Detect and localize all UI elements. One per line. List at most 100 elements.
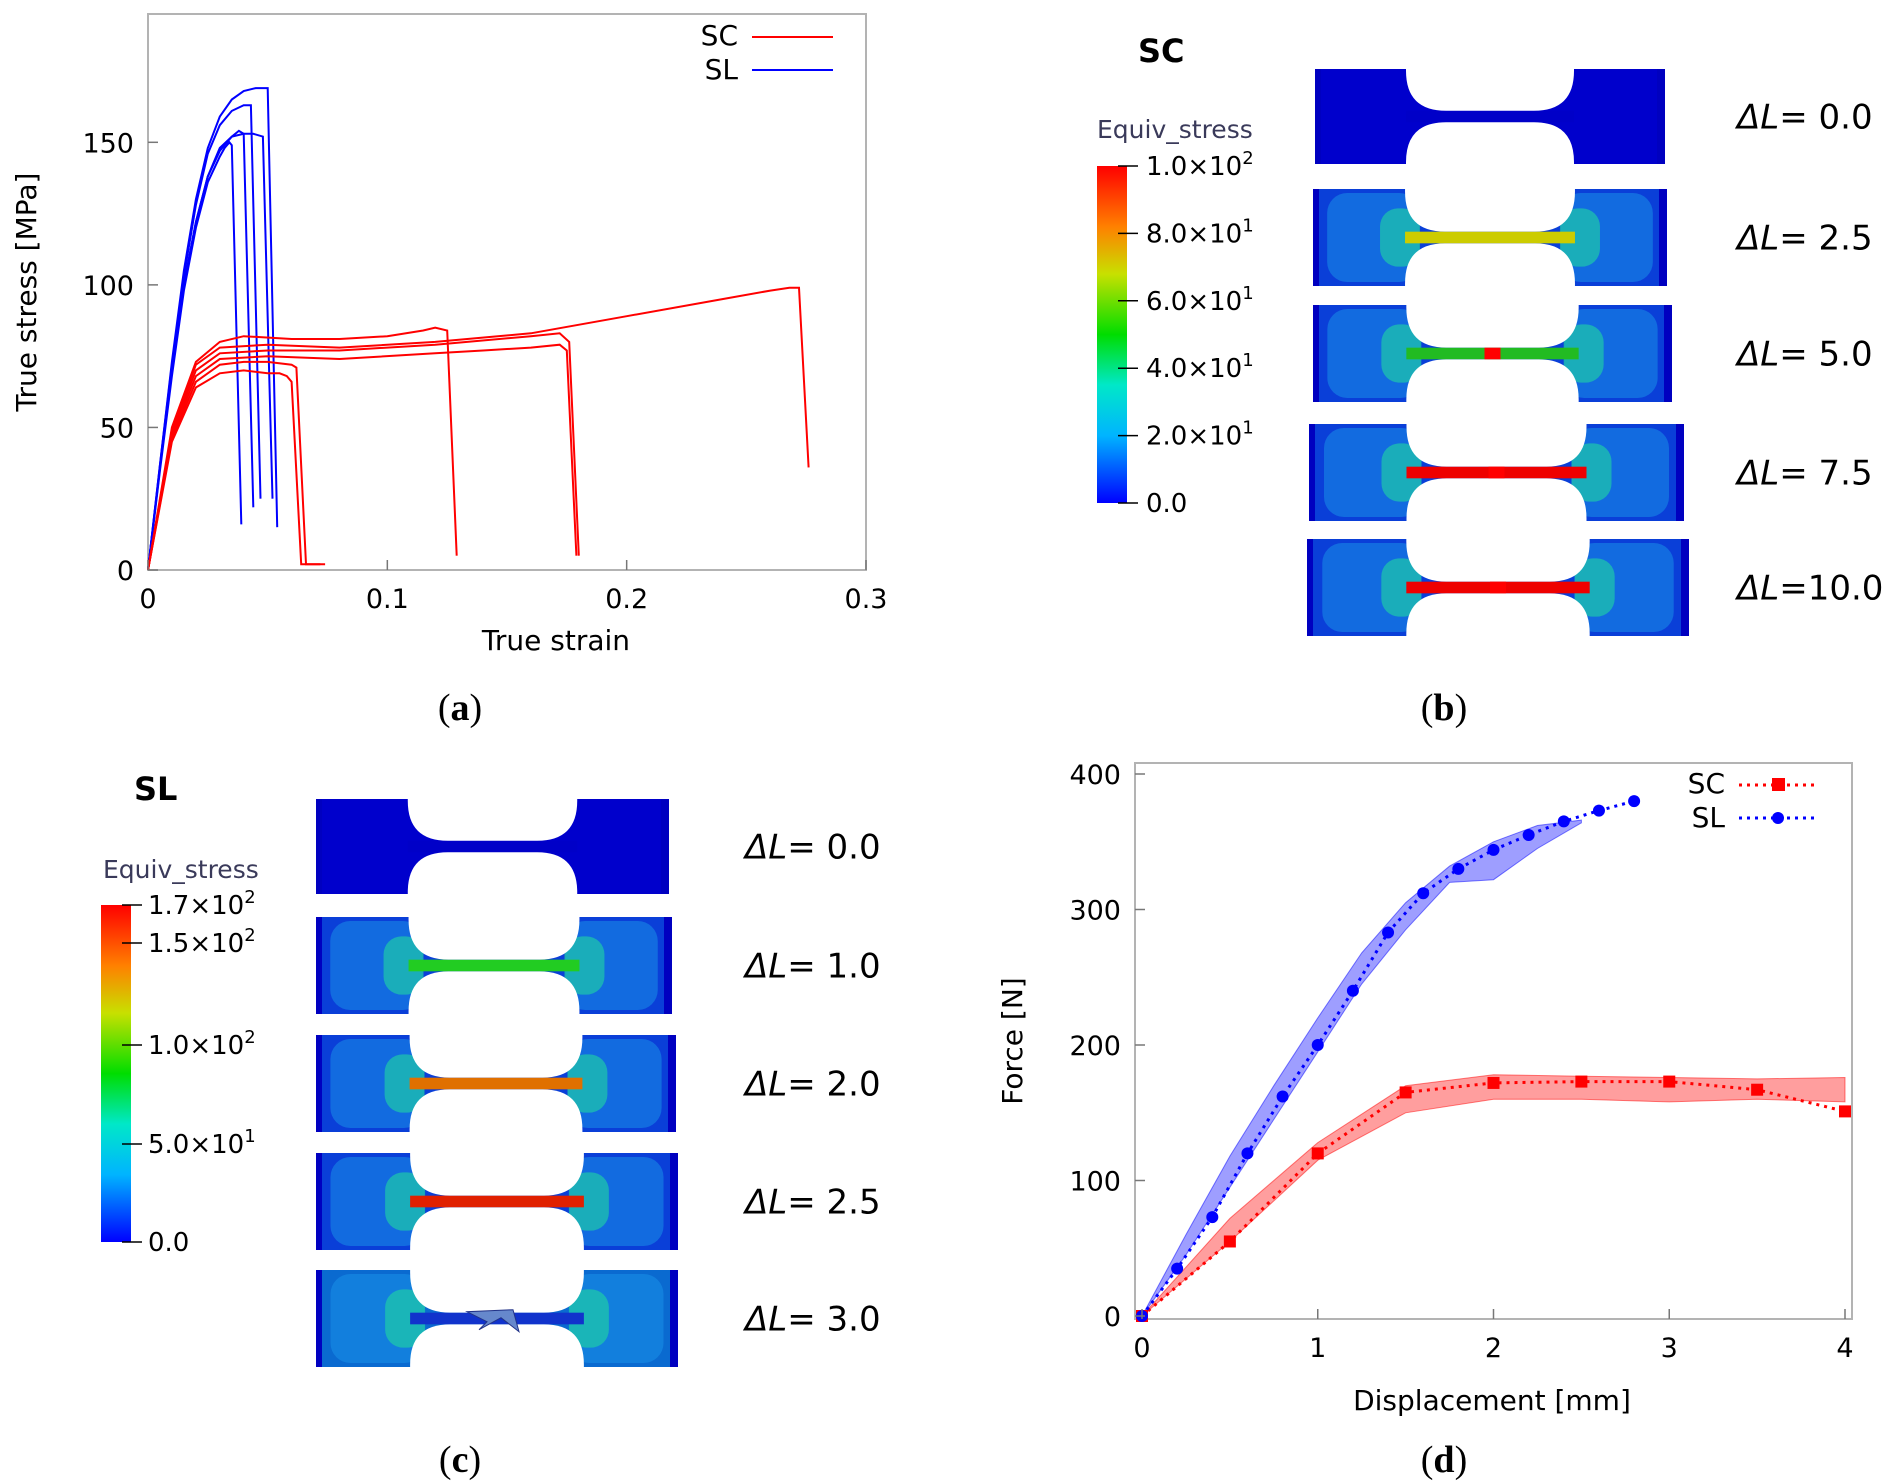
y-axis-label: Force [N] bbox=[996, 977, 1029, 1104]
grip-edge-left bbox=[1307, 539, 1313, 636]
tick-mantissa: 4.0×10 bbox=[1146, 354, 1242, 384]
delta-l-symbol: ΔL bbox=[1734, 335, 1779, 375]
transition-right bbox=[1559, 208, 1600, 267]
curve-sl bbox=[147, 104, 262, 571]
y-tick-label: 100 bbox=[1069, 1167, 1121, 1198]
necking-hotspot bbox=[1488, 466, 1505, 479]
top-notch bbox=[1406, 305, 1579, 348]
top-notch bbox=[409, 1035, 583, 1078]
colorbar-tick-label: 0.0 bbox=[1146, 489, 1187, 519]
grip-edge-right bbox=[670, 1270, 678, 1367]
x-tick-label: 0.1 bbox=[366, 584, 409, 615]
x-tick-label: 0 bbox=[139, 584, 156, 615]
neck-region bbox=[1405, 231, 1575, 244]
caption-c-letter: c bbox=[452, 1439, 469, 1481]
tick-mantissa: 6.0×10 bbox=[1146, 287, 1242, 317]
data-point-sl bbox=[1522, 828, 1535, 841]
data-point-sc bbox=[1223, 1235, 1236, 1248]
data-point-sl bbox=[1628, 795, 1641, 808]
legend: SC SL bbox=[701, 19, 833, 86]
colorbar-tick-label: 2.0×101 bbox=[1146, 418, 1254, 452]
data-point-sl bbox=[1592, 804, 1605, 817]
transition-right bbox=[567, 1054, 608, 1113]
data-point-sl bbox=[1557, 815, 1570, 828]
x-tick-label: 2 bbox=[1485, 1333, 1502, 1364]
delta-l-symbol: ΔL bbox=[742, 828, 787, 868]
panel-b-title: SC bbox=[1138, 32, 1185, 70]
y-tick-label: 0 bbox=[1104, 1302, 1121, 1333]
grip-edge-left bbox=[316, 799, 322, 894]
legend-label-sl: SL bbox=[705, 53, 739, 86]
legend-marker-sc bbox=[1772, 778, 1785, 791]
data-point-sl bbox=[1311, 1039, 1324, 1051]
delta-l-symbol: ΔL bbox=[1734, 569, 1779, 609]
y-tick-label: 0 bbox=[117, 556, 134, 587]
specimen-contour bbox=[1309, 424, 1684, 521]
transition-left bbox=[1381, 558, 1422, 617]
neck-region bbox=[1406, 110, 1574, 123]
grip-edge-right bbox=[1676, 424, 1684, 521]
data-point-sc bbox=[1751, 1083, 1764, 1096]
grip-edge-left bbox=[1315, 69, 1321, 164]
grip-edge-right bbox=[664, 917, 672, 1014]
x-axis-label: True strain bbox=[481, 624, 630, 657]
colorbar-tick-label: 5.0×101 bbox=[148, 1126, 256, 1160]
panel-a-stress-strain: 0 0.1 0.2 0.3 0 50 100 150 True strain True str… bbox=[10, 13, 887, 729]
bottom-notch bbox=[1406, 122, 1574, 164]
tick-exponent: 2 bbox=[1242, 148, 1253, 169]
state-label: ΔL= 2.0 bbox=[742, 1065, 881, 1105]
bottom-notch bbox=[408, 971, 580, 1014]
x-tick-label: 4 bbox=[1836, 1333, 1853, 1364]
colorbar-tick-label: 6.0×101 bbox=[1146, 283, 1254, 317]
y-tick-label: 400 bbox=[1069, 760, 1121, 791]
specimen-contour bbox=[1313, 305, 1672, 402]
delta-l-symbol: ΔL bbox=[742, 1300, 787, 1340]
legend-label-sl: SL bbox=[1692, 801, 1726, 834]
delta-l-value: = 2.0 bbox=[787, 1065, 880, 1105]
tick-exponent: 2 bbox=[244, 887, 255, 908]
grip-edge-right bbox=[670, 1153, 678, 1250]
delta-l-symbol: ΔL bbox=[742, 1065, 787, 1105]
delta-l-value: = 2.5 bbox=[1779, 219, 1872, 259]
grip-edge-right bbox=[1664, 305, 1672, 402]
bottom-notch bbox=[410, 1324, 584, 1367]
bottom-notch bbox=[1406, 359, 1579, 402]
neck-region bbox=[407, 840, 578, 853]
data-point-sc bbox=[1839, 1105, 1851, 1118]
transition-left bbox=[385, 1172, 426, 1231]
series-line-sc bbox=[1141, 1080, 1846, 1318]
x-tick-label: 0 bbox=[1133, 1333, 1150, 1364]
state-label: ΔL= 2.5 bbox=[742, 1183, 881, 1223]
y-tick-label: 150 bbox=[82, 128, 134, 159]
tick-exponent: 1 bbox=[1242, 350, 1253, 371]
state-label: ΔL= 1.0 bbox=[742, 947, 881, 987]
grip-edge-right bbox=[668, 1035, 676, 1132]
band-sl bbox=[1141, 819, 1582, 1317]
transition-left bbox=[1381, 443, 1422, 502]
tick-mantissa: 8.0×10 bbox=[1146, 219, 1242, 249]
tick-exponent: 1 bbox=[1242, 215, 1253, 236]
legend-marker-sl bbox=[1772, 812, 1784, 824]
colorbar-tick-label: 1.0×102 bbox=[1146, 148, 1254, 182]
state-label: ΔL= 0.0 bbox=[1734, 98, 1873, 138]
transition-left bbox=[385, 1289, 426, 1348]
state-label: ΔL=10.0 bbox=[1734, 569, 1883, 609]
top-notch bbox=[1406, 424, 1587, 467]
neck-region bbox=[408, 959, 580, 972]
grip-edge-right bbox=[1681, 539, 1689, 636]
x-axis-label: Displacement [mm] bbox=[1353, 1384, 1631, 1417]
panel-d-force-displacement: 0 1 2 3 4 0 100 200 300 400 Displacement [mm] For… bbox=[996, 760, 1854, 1481]
tick-mantissa: 2.0×10 bbox=[1146, 422, 1242, 452]
top-notch bbox=[1406, 539, 1590, 582]
state-label: ΔL= 3.0 bbox=[742, 1300, 881, 1340]
specimen-contour bbox=[1313, 189, 1667, 286]
specimen-contour bbox=[316, 1035, 676, 1132]
delta-l-symbol: ΔL bbox=[742, 947, 787, 987]
transition-right bbox=[568, 1172, 609, 1231]
colorbar-tick-label: 0.0 bbox=[148, 1228, 189, 1258]
bottom-notch bbox=[410, 1207, 584, 1250]
delta-l-symbol: ΔL bbox=[1734, 219, 1779, 259]
delta-l-symbol: ΔL bbox=[1734, 98, 1779, 138]
x-tick-label: 3 bbox=[1661, 1333, 1678, 1364]
top-notch bbox=[1405, 189, 1575, 232]
